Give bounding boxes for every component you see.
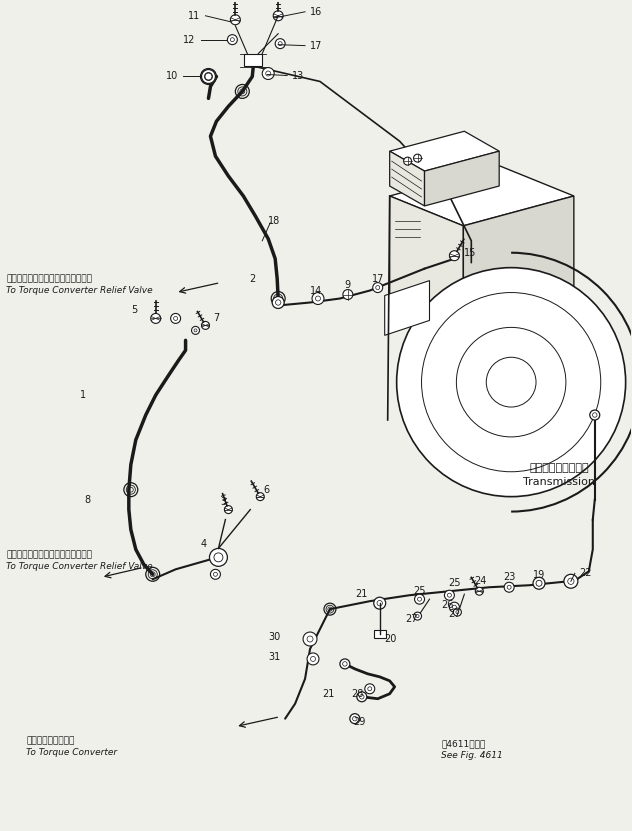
- Polygon shape: [463, 196, 574, 336]
- Circle shape: [357, 691, 367, 701]
- Text: 29: 29: [354, 716, 366, 726]
- Polygon shape: [390, 151, 425, 206]
- Text: 11: 11: [188, 11, 200, 21]
- Text: 21: 21: [356, 589, 368, 599]
- Circle shape: [533, 578, 545, 589]
- Circle shape: [343, 289, 353, 299]
- Text: 25: 25: [448, 578, 461, 588]
- Text: 28: 28: [351, 689, 364, 699]
- Text: See Fig. 4611: See Fig. 4611: [441, 751, 503, 760]
- Text: トルクコンバータリリーフバルブへ: トルクコンバータリリーフバルブへ: [6, 550, 92, 559]
- Bar: [245, 53, 262, 66]
- Text: 15: 15: [465, 248, 477, 258]
- Circle shape: [350, 714, 360, 724]
- Circle shape: [307, 653, 319, 665]
- Text: 2: 2: [249, 273, 255, 283]
- Circle shape: [262, 67, 274, 80]
- Polygon shape: [425, 151, 499, 206]
- Text: トランスミッション: トランスミッション: [529, 463, 589, 473]
- Text: 31: 31: [268, 652, 280, 662]
- Circle shape: [449, 602, 459, 612]
- Circle shape: [444, 590, 454, 600]
- Circle shape: [373, 283, 383, 293]
- Circle shape: [303, 632, 317, 646]
- Text: 17: 17: [310, 41, 322, 51]
- Circle shape: [150, 313, 161, 323]
- Text: 26: 26: [441, 600, 454, 610]
- Text: 3: 3: [221, 497, 226, 507]
- Text: 19: 19: [533, 570, 545, 580]
- Circle shape: [256, 493, 264, 500]
- Text: 6: 6: [264, 484, 269, 494]
- Circle shape: [273, 11, 283, 21]
- Circle shape: [210, 569, 221, 579]
- Circle shape: [365, 684, 375, 694]
- Text: 8: 8: [85, 494, 91, 504]
- Circle shape: [449, 251, 459, 261]
- Polygon shape: [390, 196, 463, 336]
- Text: 20: 20: [385, 634, 397, 644]
- Text: To Torque Converter Relief Valve: To Torque Converter Relief Valve: [6, 286, 153, 295]
- Circle shape: [228, 35, 238, 45]
- Text: 27: 27: [405, 614, 418, 624]
- Circle shape: [475, 588, 483, 595]
- Polygon shape: [390, 131, 499, 171]
- Text: 7: 7: [214, 313, 220, 323]
- Circle shape: [564, 574, 578, 588]
- Text: 25: 25: [413, 586, 426, 596]
- Text: 16: 16: [310, 7, 322, 17]
- Circle shape: [404, 157, 411, 165]
- Circle shape: [453, 608, 461, 616]
- Text: 24: 24: [474, 576, 487, 586]
- Text: 13: 13: [292, 71, 305, 81]
- Text: 14: 14: [310, 286, 322, 296]
- Circle shape: [171, 313, 181, 323]
- Circle shape: [340, 659, 350, 669]
- Text: 5: 5: [131, 306, 138, 316]
- Circle shape: [275, 39, 285, 49]
- Polygon shape: [385, 281, 430, 336]
- Text: 17: 17: [372, 273, 384, 283]
- Circle shape: [202, 322, 209, 329]
- Circle shape: [312, 293, 324, 304]
- Circle shape: [504, 583, 514, 593]
- Circle shape: [590, 410, 600, 420]
- Text: 10: 10: [166, 71, 179, 81]
- Circle shape: [397, 268, 626, 497]
- Text: 9: 9: [345, 279, 351, 289]
- Circle shape: [209, 548, 228, 567]
- Text: 23: 23: [503, 573, 515, 583]
- Text: トルクコンバータへ: トルクコンバータへ: [27, 736, 75, 745]
- Circle shape: [224, 505, 233, 514]
- Circle shape: [200, 68, 216, 85]
- Circle shape: [202, 70, 216, 83]
- Circle shape: [231, 15, 240, 25]
- Circle shape: [413, 612, 422, 620]
- Circle shape: [415, 594, 425, 604]
- Text: 30: 30: [268, 632, 280, 642]
- Text: To Torque Converter: To Torque Converter: [27, 748, 118, 757]
- Bar: [374, 630, 386, 638]
- Text: 18: 18: [268, 216, 281, 226]
- Circle shape: [272, 297, 284, 308]
- Text: 21: 21: [322, 689, 335, 699]
- Circle shape: [413, 155, 422, 162]
- Polygon shape: [390, 166, 574, 226]
- Text: 12: 12: [183, 35, 195, 45]
- Text: トルクコンバータリリーフバルブへ: トルクコンバータリリーフバルブへ: [6, 274, 92, 283]
- Text: 1: 1: [80, 390, 86, 400]
- Text: 4: 4: [200, 539, 207, 549]
- Text: To Torque Converter Relief Valve: To Torque Converter Relief Valve: [6, 562, 153, 571]
- Text: 27: 27: [448, 609, 461, 619]
- Circle shape: [374, 597, 386, 609]
- Text: Transmission: Transmission: [523, 477, 595, 487]
- Text: 第4611図参照: 第4611図参照: [441, 739, 486, 748]
- Text: 22: 22: [579, 568, 592, 578]
- Circle shape: [191, 327, 200, 334]
